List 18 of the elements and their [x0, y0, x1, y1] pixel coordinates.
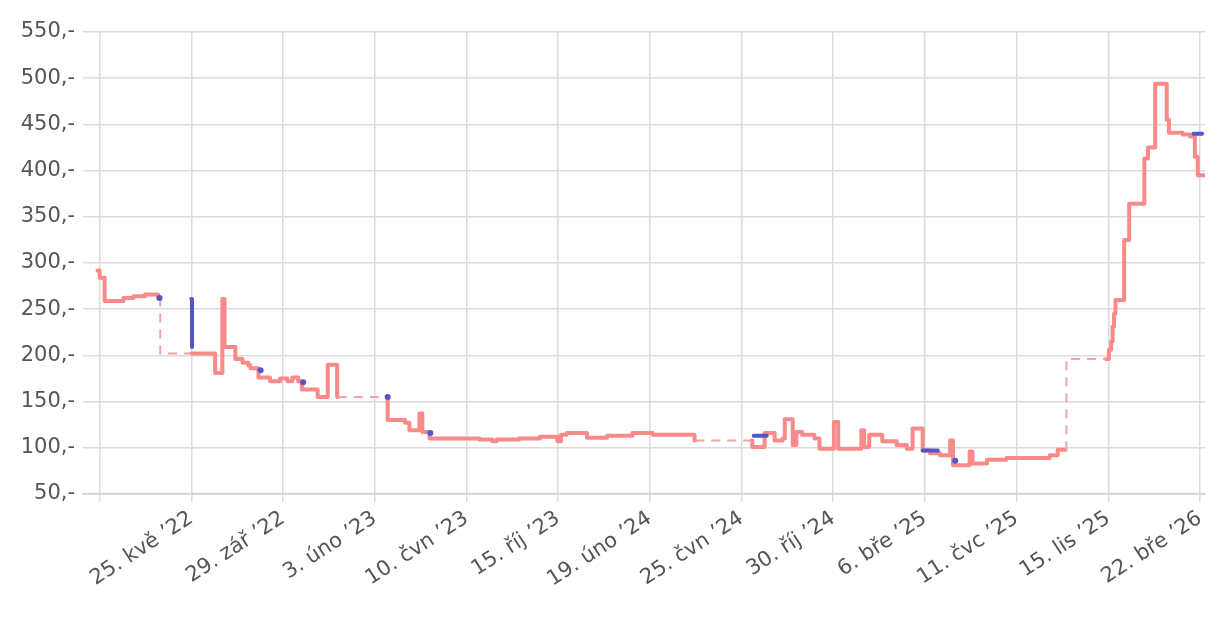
y-tick-label: 100,-: [20, 434, 75, 459]
point: [156, 295, 163, 302]
y-tick-label: 450,-: [20, 110, 75, 135]
y-tick-label: 350,-: [20, 203, 75, 228]
y-tick-label: 300,-: [20, 249, 75, 274]
point: [300, 379, 307, 386]
point: [257, 367, 264, 374]
y-tick-label: 550,-: [20, 18, 75, 43]
y-tick-label: 150,-: [20, 388, 75, 413]
y-tick-label: 200,-: [20, 341, 75, 366]
point: [952, 457, 959, 464]
y-tick-label: 250,-: [20, 295, 75, 320]
point: [384, 393, 391, 400]
y-tick-label: 500,-: [20, 64, 75, 89]
x-tick-label: 30. říj ’24: [741, 505, 839, 581]
y-tick-label: 50,-: [34, 480, 75, 505]
y-tick-label: 400,-: [20, 157, 75, 182]
point: [427, 430, 434, 437]
